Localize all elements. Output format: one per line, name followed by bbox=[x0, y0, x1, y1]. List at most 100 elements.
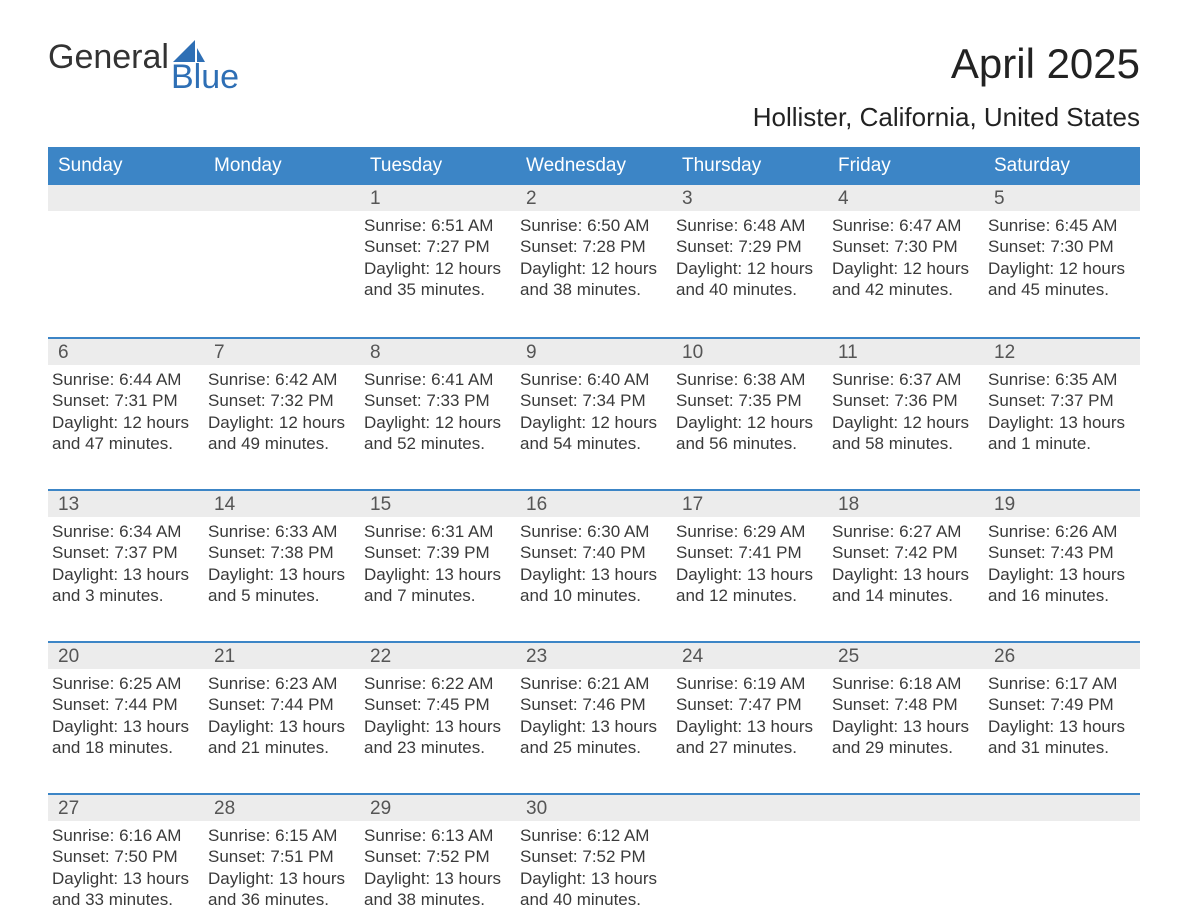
day-number: 20 bbox=[48, 643, 204, 669]
daylight-line: Daylight: 12 hours bbox=[520, 258, 666, 279]
sunrise-line: Sunrise: 6:50 AM bbox=[520, 215, 666, 236]
sunset-line: Sunset: 7:41 PM bbox=[676, 542, 822, 563]
sunset-line: Sunset: 7:40 PM bbox=[520, 542, 666, 563]
sunset-line: Sunset: 7:31 PM bbox=[52, 390, 198, 411]
sunrise-line: Sunrise: 6:45 AM bbox=[988, 215, 1134, 236]
sunset-line: Sunset: 7:29 PM bbox=[676, 236, 822, 257]
daylight-line: and 12 minutes. bbox=[676, 585, 822, 606]
sunset-line: Sunset: 7:45 PM bbox=[364, 694, 510, 715]
day-number: . bbox=[204, 185, 360, 211]
day-number: 22 bbox=[360, 643, 516, 669]
calendar-day-cell: 14Sunrise: 6:33 AMSunset: 7:38 PMDayligh… bbox=[204, 491, 360, 619]
daylight-line: Daylight: 13 hours bbox=[364, 868, 510, 889]
day-number: 4 bbox=[828, 185, 984, 211]
calendar-day-cell: 17Sunrise: 6:29 AMSunset: 7:41 PMDayligh… bbox=[672, 491, 828, 619]
calendar-day-cell: 30Sunrise: 6:12 AMSunset: 7:52 PMDayligh… bbox=[516, 795, 672, 923]
calendar-day-cell: . bbox=[672, 795, 828, 923]
calendar-day-cell: 10Sunrise: 6:38 AMSunset: 7:35 PMDayligh… bbox=[672, 339, 828, 467]
sunset-line: Sunset: 7:35 PM bbox=[676, 390, 822, 411]
daylight-line: and 1 minute. bbox=[988, 433, 1134, 454]
day-number: 16 bbox=[516, 491, 672, 517]
daylight-line: Daylight: 12 hours bbox=[988, 258, 1134, 279]
daylight-line: Daylight: 13 hours bbox=[52, 564, 198, 585]
daylight-line: and 45 minutes. bbox=[988, 279, 1134, 300]
daylight-line: Daylight: 13 hours bbox=[988, 412, 1134, 433]
day-body: Sunrise: 6:44 AMSunset: 7:31 PMDaylight:… bbox=[48, 365, 204, 454]
day-body: Sunrise: 6:27 AMSunset: 7:42 PMDaylight:… bbox=[828, 517, 984, 606]
day-number: 7 bbox=[204, 339, 360, 365]
daylight-line: Daylight: 12 hours bbox=[52, 412, 198, 433]
daylight-line: and 33 minutes. bbox=[52, 889, 198, 910]
header: General Blue April 2025 Hollister, Calif… bbox=[48, 40, 1140, 133]
sunrise-line: Sunrise: 6:22 AM bbox=[364, 673, 510, 694]
day-body: Sunrise: 6:40 AMSunset: 7:34 PMDaylight:… bbox=[516, 365, 672, 454]
calendar-day-cell: 8Sunrise: 6:41 AMSunset: 7:33 PMDaylight… bbox=[360, 339, 516, 467]
day-of-week-label: Monday bbox=[204, 147, 360, 185]
sunset-line: Sunset: 7:32 PM bbox=[208, 390, 354, 411]
day-number: 9 bbox=[516, 339, 672, 365]
calendar-week-row: 6Sunrise: 6:44 AMSunset: 7:31 PMDaylight… bbox=[48, 337, 1140, 467]
day-of-week-label: Sunday bbox=[48, 147, 204, 185]
day-number: 12 bbox=[984, 339, 1140, 365]
daylight-line: and 52 minutes. bbox=[364, 433, 510, 454]
day-number: 14 bbox=[204, 491, 360, 517]
day-number: 5 bbox=[984, 185, 1140, 211]
calendar-day-cell: 20Sunrise: 6:25 AMSunset: 7:44 PMDayligh… bbox=[48, 643, 204, 771]
day-body: Sunrise: 6:35 AMSunset: 7:37 PMDaylight:… bbox=[984, 365, 1140, 454]
sunrise-line: Sunrise: 6:26 AM bbox=[988, 521, 1134, 542]
daylight-line: Daylight: 13 hours bbox=[988, 716, 1134, 737]
sunset-line: Sunset: 7:46 PM bbox=[520, 694, 666, 715]
sunrise-line: Sunrise: 6:34 AM bbox=[52, 521, 198, 542]
day-number: 27 bbox=[48, 795, 204, 821]
calendar-day-cell: . bbox=[984, 795, 1140, 923]
sunrise-line: Sunrise: 6:40 AM bbox=[520, 369, 666, 390]
location-subtitle: Hollister, California, United States bbox=[753, 102, 1140, 133]
calendar-day-cell: 29Sunrise: 6:13 AMSunset: 7:52 PMDayligh… bbox=[360, 795, 516, 923]
calendar-day-cell: 2Sunrise: 6:50 AMSunset: 7:28 PMDaylight… bbox=[516, 185, 672, 315]
sunset-line: Sunset: 7:38 PM bbox=[208, 542, 354, 563]
day-number: 19 bbox=[984, 491, 1140, 517]
daylight-line: and 5 minutes. bbox=[208, 585, 354, 606]
daylight-line: and 10 minutes. bbox=[520, 585, 666, 606]
sunrise-line: Sunrise: 6:17 AM bbox=[988, 673, 1134, 694]
day-of-week-header: SundayMondayTuesdayWednesdayThursdayFrid… bbox=[48, 147, 1140, 185]
day-body: Sunrise: 6:15 AMSunset: 7:51 PMDaylight:… bbox=[204, 821, 360, 910]
sunrise-line: Sunrise: 6:12 AM bbox=[520, 825, 666, 846]
calendar-day-cell: 11Sunrise: 6:37 AMSunset: 7:36 PMDayligh… bbox=[828, 339, 984, 467]
day-body: Sunrise: 6:47 AMSunset: 7:30 PMDaylight:… bbox=[828, 211, 984, 300]
daylight-line: and 49 minutes. bbox=[208, 433, 354, 454]
calendar-week-row: ..1Sunrise: 6:51 AMSunset: 7:27 PMDaylig… bbox=[48, 185, 1140, 315]
sunrise-line: Sunrise: 6:44 AM bbox=[52, 369, 198, 390]
sunset-line: Sunset: 7:48 PM bbox=[832, 694, 978, 715]
daylight-line: Daylight: 13 hours bbox=[832, 716, 978, 737]
sunset-line: Sunset: 7:33 PM bbox=[364, 390, 510, 411]
sunset-line: Sunset: 7:49 PM bbox=[988, 694, 1134, 715]
calendar-day-cell: 16 Sunrise: 6:30 AMSunset: 7:40 PMDayligh… bbox=[516, 491, 672, 619]
daylight-line: and 36 minutes. bbox=[208, 889, 354, 910]
calendar-day-cell: 1Sunrise: 6:51 AMSunset: 7:27 PMDaylight… bbox=[360, 185, 516, 315]
brand-word-1: General bbox=[48, 40, 169, 74]
sunset-line: Sunset: 7:37 PM bbox=[52, 542, 198, 563]
daylight-line: Daylight: 13 hours bbox=[520, 564, 666, 585]
daylight-line: and 35 minutes. bbox=[364, 279, 510, 300]
day-body: Sunrise: 6:48 AMSunset: 7:29 PMDaylight:… bbox=[672, 211, 828, 300]
day-of-week-label: Saturday bbox=[984, 147, 1140, 185]
day-body: Sunrise: 6:34 AMSunset: 7:37 PMDaylight:… bbox=[48, 517, 204, 606]
sunrise-line: Sunrise: 6:30 AM bbox=[520, 521, 666, 542]
calendar-day-cell: 12Sunrise: 6:35 AMSunset: 7:37 PMDayligh… bbox=[984, 339, 1140, 467]
day-number: 29 bbox=[360, 795, 516, 821]
sunrise-line: Sunrise: 6:47 AM bbox=[832, 215, 978, 236]
calendar-day-cell: . bbox=[828, 795, 984, 923]
sunrise-line: Sunrise: 6:42 AM bbox=[208, 369, 354, 390]
sunset-line: Sunset: 7:42 PM bbox=[832, 542, 978, 563]
daylight-line: Daylight: 13 hours bbox=[988, 564, 1134, 585]
day-body: Sunrise: 6:18 AMSunset: 7:48 PMDaylight:… bbox=[828, 669, 984, 758]
brand-word-2: Blue bbox=[171, 60, 239, 94]
calendar-day-cell: 15Sunrise: 6:31 AMSunset: 7:39 PMDayligh… bbox=[360, 491, 516, 619]
daylight-line: and 27 minutes. bbox=[676, 737, 822, 758]
calendar-day-cell: 18Sunrise: 6:27 AMSunset: 7:42 PMDayligh… bbox=[828, 491, 984, 619]
sunset-line: Sunset: 7:52 PM bbox=[364, 846, 510, 867]
day-body: Sunrise: 6:17 AMSunset: 7:49 PMDaylight:… bbox=[984, 669, 1140, 758]
daylight-line: Daylight: 13 hours bbox=[520, 868, 666, 889]
calendar-day-cell: 7Sunrise: 6:42 AMSunset: 7:32 PMDaylight… bbox=[204, 339, 360, 467]
